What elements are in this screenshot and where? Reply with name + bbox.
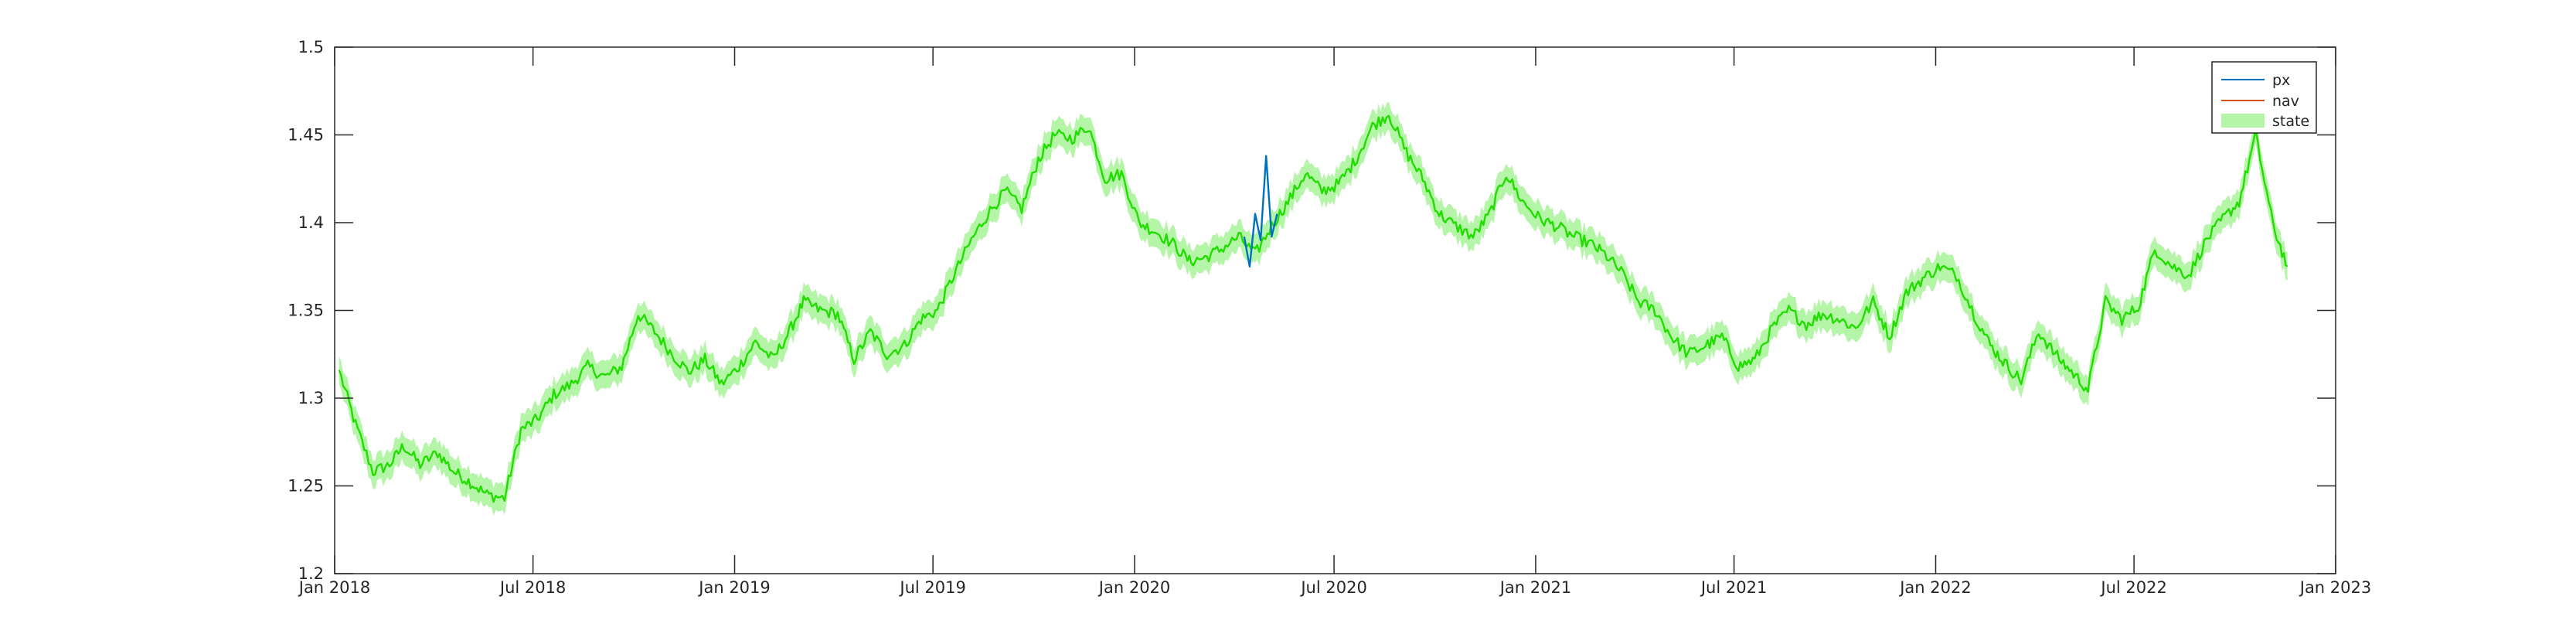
series-line-layer	[338, 114, 2288, 503]
x-tick-label: Jul 2018	[499, 578, 566, 597]
x-tick-label: Jul 2020	[1299, 578, 1366, 597]
y-tick-label: 1.45	[288, 126, 324, 145]
state-series-line	[338, 114, 2288, 503]
x-tick-label: Jan 2022	[1898, 578, 1972, 597]
x-tick-label: Jul 2021	[1700, 578, 1767, 597]
x-tick-label: Jan 2021	[1499, 578, 1572, 597]
y-tick-label: 1.25	[288, 477, 324, 496]
legend-label-state: state	[2272, 113, 2309, 130]
legend-swatch-state	[2221, 114, 2265, 128]
y-tick-label: 1.5	[298, 38, 324, 56]
x-tick-label: Jan 2020	[1097, 578, 1171, 597]
x-tick-label: Jul 2019	[898, 578, 965, 597]
x-tick-labels: Jan 2018 Jul 2018 Jan 2019 Jul 2019 Jan 2020…	[298, 578, 2372, 597]
x-tick-label: Jan 2018	[298, 578, 371, 597]
x-tick-label: Jul 2022	[2099, 578, 2166, 597]
y-tick-label: 1.35	[288, 302, 324, 320]
y-tick-label: 1.3	[298, 389, 324, 407]
axis-ticks	[334, 46, 2336, 574]
y-tick-label: 1.2	[298, 564, 324, 583]
state-confidence-band	[339, 101, 2288, 516]
y-tick-labels: 1.2 1.25 1.3 1.35 1.4 1.45 1.5	[288, 38, 324, 583]
legend-label-nav: nav	[2272, 93, 2299, 110]
x-tick-label: Jan 2019	[697, 578, 771, 597]
state-band-layer	[339, 101, 2288, 516]
legend: px nav state	[2211, 61, 2317, 134]
legend-label-px: px	[2272, 72, 2290, 89]
x-tick-label: Jan 2023	[2299, 578, 2372, 597]
y-tick-label: 1.4	[298, 213, 324, 232]
px-series-line	[1243, 155, 1278, 267]
